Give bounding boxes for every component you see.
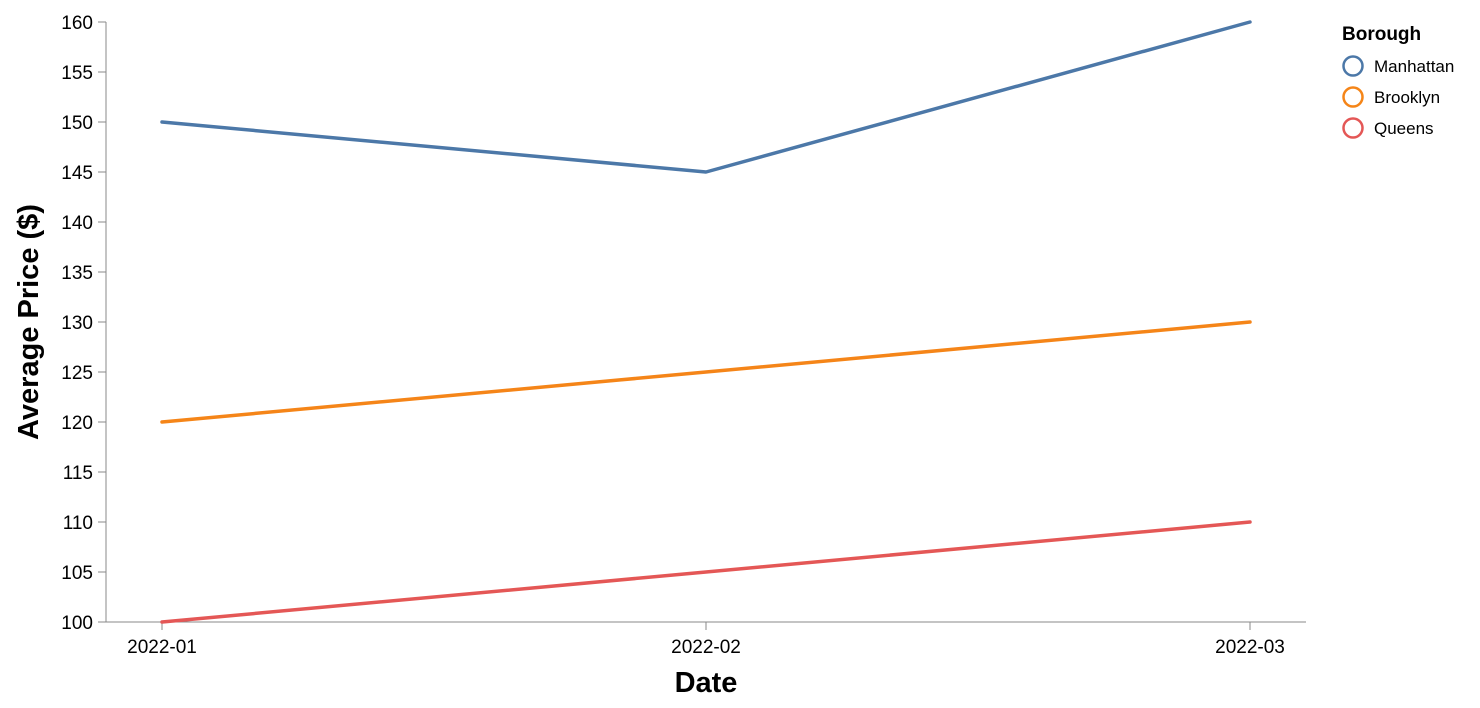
y-tick-label: 145: [61, 163, 93, 184]
x-axis: 2022-01 2022-02 2022-03: [106, 621, 1306, 658]
legend-label: Manhattan: [1374, 57, 1454, 76]
y-tick-label: 135: [61, 263, 93, 284]
plot-area: 100105110115120125130135140145150155160 …: [61, 13, 1306, 658]
legend-item-queens: Queens: [1342, 117, 1434, 139]
legend-title: Borough: [1342, 24, 1421, 45]
legend: Borough Manhattan Brooklyn Queens: [1342, 24, 1454, 139]
legend-label: Queens: [1374, 119, 1434, 138]
legend-item-brooklyn: Brooklyn: [1342, 86, 1440, 108]
y-tick-label: 140: [61, 213, 93, 234]
legend-item-manhattan: Manhattan: [1342, 55, 1454, 77]
y-tick-label: 130: [61, 313, 93, 334]
y-tick-label: 160: [61, 13, 93, 34]
y-tick-label: 150: [61, 113, 93, 134]
series-line-queens: [160, 520, 1252, 624]
series-line-manhattan: [160, 20, 1252, 174]
x-tick-label: 2022-03: [1215, 637, 1285, 658]
x-tick-label: 2022-02: [671, 637, 741, 658]
series-line-brooklyn: [160, 320, 1252, 424]
legend-symbol: [1342, 117, 1364, 139]
y-tick-label: 100: [61, 613, 93, 634]
y-tick-label: 115: [63, 463, 93, 484]
series-lines: [160, 20, 1252, 624]
x-axis-title: Date: [675, 667, 738, 699]
legend-label: Brooklyn: [1374, 88, 1440, 107]
y-tick-label: 105: [61, 563, 93, 584]
y-tick-label: 120: [61, 413, 93, 434]
y-tick-label: 155: [61, 63, 93, 84]
y-tick-label: 110: [63, 513, 93, 534]
legend-symbol: [1342, 86, 1364, 108]
legend-symbol: [1342, 55, 1364, 77]
y-axis-title: Average Price ($): [13, 204, 45, 440]
y-axis: 100 105 110 115 120 125 130 135 140 145 150 155 160: [61, 13, 107, 634]
y-tick-label: 125: [61, 363, 93, 384]
x-tick-label: 2022-01: [127, 637, 197, 658]
